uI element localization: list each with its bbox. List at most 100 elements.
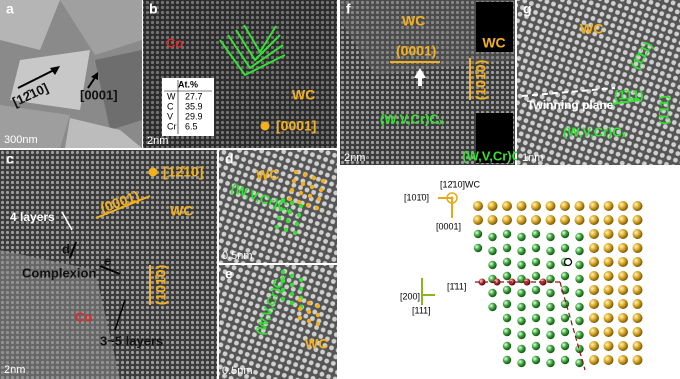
phase-label: (W,V,Cr)Cₓ — [380, 111, 444, 126]
panel-label: e — [225, 266, 233, 282]
wc-atom — [632, 355, 643, 365]
interface-atom — [478, 278, 486, 286]
carbide-atom — [560, 327, 570, 337]
element: C — [167, 101, 174, 111]
wc-atom — [603, 243, 614, 253]
atom-marker — [280, 278, 286, 284]
wc-region — [340, 0, 515, 75]
panel-label: a — [6, 1, 14, 17]
wc-atom — [603, 327, 614, 337]
carbide-atom — [546, 316, 555, 326]
carbide-atom — [517, 330, 526, 340]
carbide-atom — [531, 327, 541, 337]
carbide-atom — [531, 313, 541, 323]
wc-atom — [618, 271, 628, 281]
panel-label: c — [6, 151, 14, 167]
wc-atom — [589, 341, 599, 351]
atom-marker — [297, 306, 303, 312]
arrowhead — [50, 66, 60, 75]
phase-label: Co — [75, 309, 92, 324]
carbide-atom — [488, 288, 497, 298]
carbide-atom — [517, 260, 526, 270]
shape — [235, 29, 281, 62]
carbide-atom — [575, 232, 584, 242]
atom-marker — [280, 287, 286, 293]
direction-label: [101̄0] — [404, 192, 429, 202]
annotation: 3~5 layers — [100, 333, 163, 348]
plane-line — [95, 195, 151, 219]
atom-marker — [306, 318, 312, 324]
atom-markers — [274, 169, 326, 236]
plane-label: (101̄0) — [473, 60, 489, 100]
wc-atom — [589, 257, 599, 267]
wc-atom — [618, 215, 628, 225]
atom-marker — [309, 184, 315, 190]
atom-marker — [293, 169, 299, 175]
wc-atom — [589, 285, 599, 295]
wc-atom — [589, 355, 599, 365]
atom-marker — [298, 286, 304, 292]
atom-marker — [287, 209, 293, 215]
carbide-atom — [575, 260, 584, 270]
atom-marker — [280, 197, 286, 203]
wc-atom — [618, 285, 628, 295]
carbide-atom — [560, 229, 570, 239]
wc-atom — [589, 313, 599, 323]
carbide-atom — [502, 257, 512, 267]
shape — [219, 39, 286, 77]
carbide-atom — [575, 246, 584, 256]
wc-atom — [560, 201, 570, 211]
carbide-atom — [531, 299, 541, 309]
atom-marker — [297, 315, 303, 321]
atom-marker — [297, 297, 303, 303]
carbide-atom — [575, 274, 584, 284]
wc-atom — [632, 327, 643, 337]
atom-marker — [289, 187, 295, 193]
wc-atom — [603, 285, 614, 295]
atom-marker — [320, 178, 326, 184]
wc-axes — [438, 192, 458, 218]
carbide-atom — [488, 260, 497, 270]
carbide-atom — [531, 243, 541, 253]
annotation: Complexion — [22, 265, 96, 280]
crystal — [60, 0, 142, 55]
percent: 27.7 — [185, 91, 203, 101]
co-region — [0, 250, 120, 379]
wc-atom — [502, 201, 512, 211]
wc-atom — [632, 299, 643, 309]
inset-label: WC — [482, 35, 505, 51]
carbide-atom — [502, 229, 512, 239]
zone-axis: [0001] — [276, 118, 316, 134]
shape — [450, 196, 454, 200]
carbide-atom — [517, 358, 526, 368]
carbide-atom — [473, 229, 483, 239]
wc-atom — [589, 215, 599, 225]
wc-atom — [618, 229, 628, 239]
carbide-atom — [502, 313, 512, 323]
fft-inset — [476, 2, 513, 52]
plane-label: (1̄11) — [614, 87, 644, 102]
shape — [227, 34, 284, 70]
crystal — [0, 0, 60, 50]
scale-bar-label: 1nm — [522, 152, 543, 164]
zone-axis: [12̄10] — [163, 164, 203, 180]
panel-label: f — [346, 1, 351, 17]
phase-label: (W,V,Cr)Cₓ — [563, 124, 627, 139]
carbide-atom — [546, 232, 555, 242]
wc-atom — [632, 257, 643, 267]
wc-atom — [560, 215, 570, 225]
atom-marker — [289, 291, 295, 297]
panel-label: g — [523, 1, 532, 17]
atom-marker — [316, 196, 322, 202]
carbide-atom — [502, 285, 512, 295]
arrow — [418, 78, 422, 86]
carbide-atom — [502, 355, 512, 365]
wc-atom — [589, 299, 599, 309]
zone-axis-dot — [148, 167, 158, 177]
wc-atom — [603, 229, 614, 239]
atom-marker — [315, 303, 321, 309]
wc-atom — [618, 341, 628, 351]
direction-label: [1̄11] — [447, 281, 466, 291]
panel-g-bg — [517, 0, 680, 165]
atom-marker — [306, 300, 312, 306]
